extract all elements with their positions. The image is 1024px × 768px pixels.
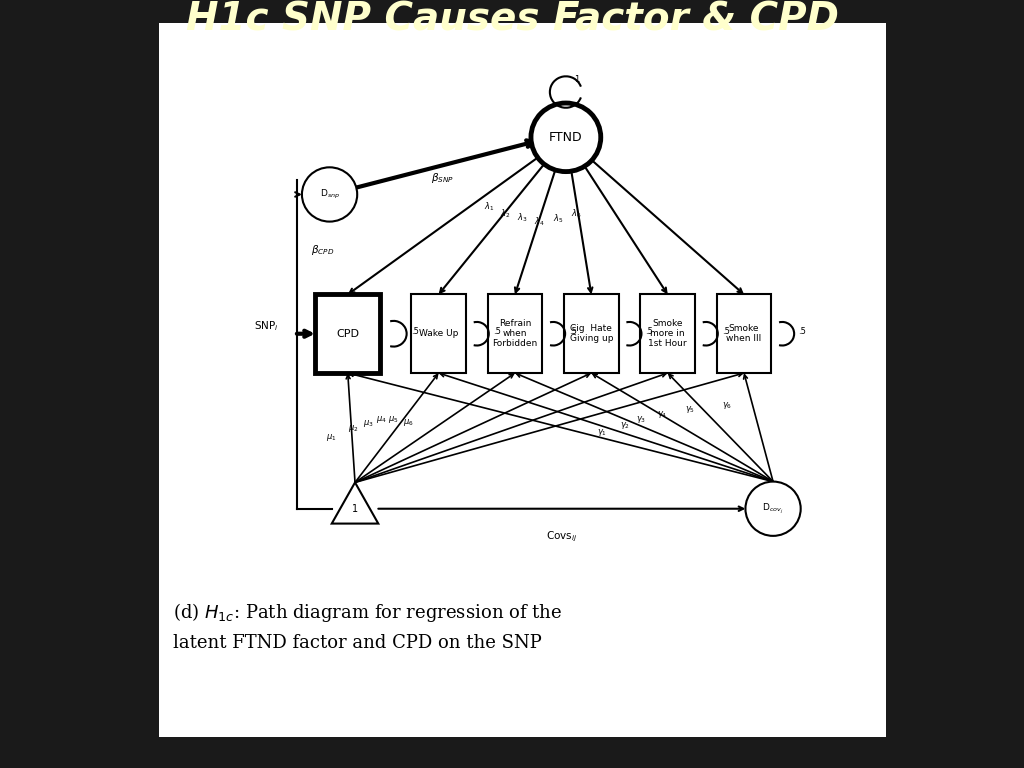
Text: $\lambda_4$: $\lambda_4$ bbox=[535, 215, 545, 228]
Text: (d) $H_{1c}$: Path diagram for regression of the
latent FTND factor and CPD on t: (d) $H_{1c}$: Path diagram for regressio… bbox=[173, 601, 562, 652]
Text: SNP$_i$: SNP$_i$ bbox=[254, 319, 279, 333]
Text: Covs$_{ij}$: Covs$_{ij}$ bbox=[546, 530, 578, 545]
Text: $\lambda_6$: $\lambda_6$ bbox=[570, 207, 582, 220]
Text: $\mu_6$: $\mu_6$ bbox=[402, 417, 414, 428]
Text: .5: .5 bbox=[798, 326, 806, 336]
Text: Refrain
when
Forbidden: Refrain when Forbidden bbox=[493, 319, 538, 348]
Text: CPD: CPD bbox=[336, 329, 359, 339]
Text: $\gamma_4$: $\gamma_4$ bbox=[656, 409, 667, 420]
Text: $\gamma_5$: $\gamma_5$ bbox=[685, 404, 695, 415]
Text: FTND: FTND bbox=[549, 131, 583, 144]
Text: H1c SNP Causes Factor & CPD: H1c SNP Causes Factor & CPD bbox=[185, 0, 839, 38]
Text: Smoke
more in
1st Hour: Smoke more in 1st Hour bbox=[648, 319, 687, 348]
Text: $\mu_5$: $\mu_5$ bbox=[388, 414, 399, 425]
Text: Cig  Hate
Giving up: Cig Hate Giving up bbox=[569, 324, 613, 343]
Text: 1: 1 bbox=[574, 75, 580, 84]
FancyBboxPatch shape bbox=[717, 294, 771, 373]
Text: Smoke
when Ill: Smoke when Ill bbox=[726, 324, 762, 343]
FancyBboxPatch shape bbox=[564, 294, 618, 373]
Text: $\lambda_3$: $\lambda_3$ bbox=[517, 212, 527, 224]
Text: $\mu_4$: $\mu_4$ bbox=[377, 414, 387, 425]
Text: $\beta_{CPD}$: $\beta_{CPD}$ bbox=[311, 243, 335, 257]
Text: $\gamma_6$: $\gamma_6$ bbox=[722, 400, 732, 412]
Text: 1: 1 bbox=[352, 504, 358, 514]
Text: $\mu_3$: $\mu_3$ bbox=[364, 418, 374, 429]
Text: D$_{snp}$: D$_{snp}$ bbox=[319, 188, 340, 201]
Text: $\lambda_2$: $\lambda_2$ bbox=[500, 207, 510, 220]
FancyBboxPatch shape bbox=[487, 294, 543, 373]
Text: $\lambda_5$: $\lambda_5$ bbox=[553, 213, 564, 225]
Text: .5: .5 bbox=[411, 326, 419, 336]
Text: $\mu_1$: $\mu_1$ bbox=[326, 432, 336, 443]
Text: .5: .5 bbox=[569, 326, 577, 336]
Text: $\lambda_1$: $\lambda_1$ bbox=[484, 200, 495, 213]
Circle shape bbox=[745, 482, 801, 536]
FancyBboxPatch shape bbox=[412, 294, 466, 373]
Text: $\gamma_3$: $\gamma_3$ bbox=[636, 414, 646, 425]
Text: $\mu_2$: $\mu_2$ bbox=[348, 423, 358, 434]
Text: .5: .5 bbox=[722, 326, 730, 336]
Text: Wake Up: Wake Up bbox=[419, 329, 459, 338]
Text: $\beta_{SNP}$: $\beta_{SNP}$ bbox=[431, 171, 454, 185]
Circle shape bbox=[302, 167, 357, 222]
Polygon shape bbox=[332, 482, 378, 524]
FancyBboxPatch shape bbox=[640, 294, 695, 373]
Text: .5: .5 bbox=[493, 326, 501, 336]
Text: $\gamma_1$: $\gamma_1$ bbox=[597, 427, 607, 438]
FancyBboxPatch shape bbox=[315, 294, 381, 373]
Text: $\gamma_2$: $\gamma_2$ bbox=[620, 419, 630, 431]
Circle shape bbox=[531, 103, 601, 171]
Text: .5: .5 bbox=[645, 326, 653, 336]
Text: D$_{cov_j}$: D$_{cov_j}$ bbox=[763, 502, 783, 516]
